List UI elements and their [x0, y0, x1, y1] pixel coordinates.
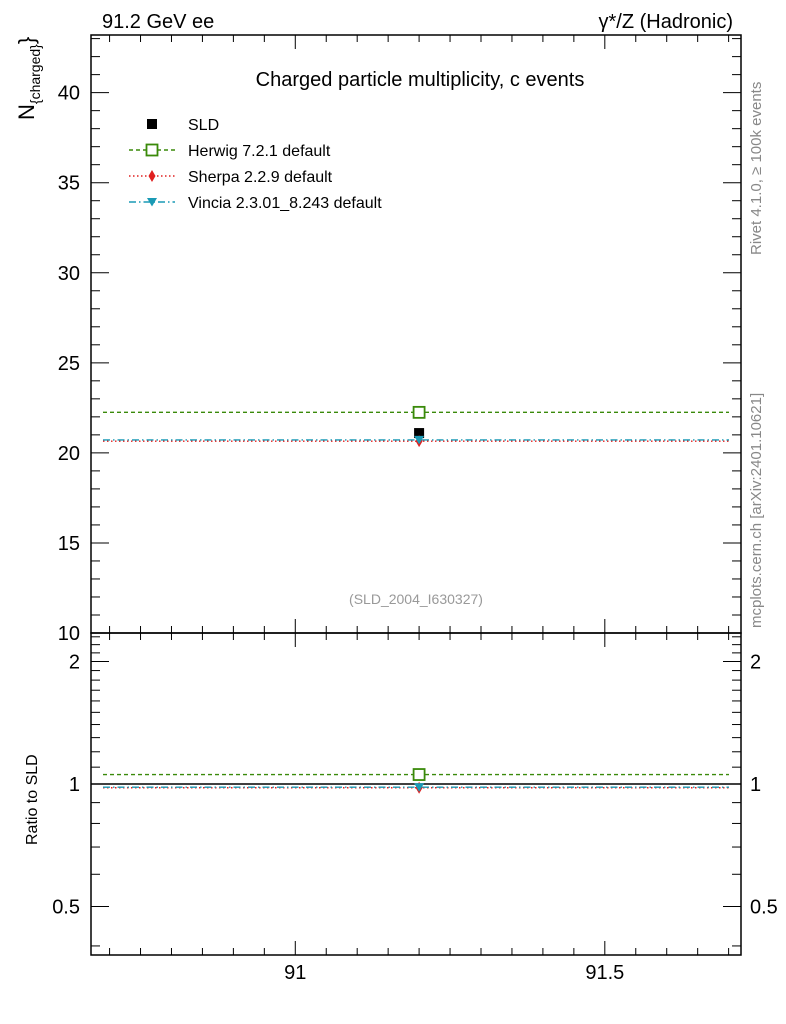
x-tick-label: 91.5: [585, 962, 624, 984]
mcplots-label: mcplots.cern.ch [arXiv:2401.10621]: [748, 393, 765, 628]
y-tick-label: 40: [58, 83, 80, 105]
y-label-main: N: [14, 104, 39, 120]
ratio-x-ticks: 91 91.5: [109, 633, 730, 984]
y-tick-label: 15: [58, 533, 80, 555]
ratio-series: [91, 768, 741, 794]
y-tick-label: 2: [750, 652, 761, 674]
main-series: [103, 405, 729, 448]
main-panel: 10 15 20 25 30 35 40 Charged particle multipli…: [14, 34, 742, 645]
ratio-y-label: Ratio to SLD: [24, 754, 41, 845]
y-tick-label: 20: [58, 443, 80, 465]
ratio-y-ticks: 0.5 0.5 1 1 2 2: [52, 636, 778, 947]
main-x-ticks: [109, 35, 730, 633]
y-tick-label: 1: [69, 774, 80, 796]
y-tick-label: 1: [750, 774, 761, 796]
watermark: (SLD_2004_I630327): [349, 591, 483, 607]
data-point: [414, 428, 425, 439]
legend-marker: [145, 143, 159, 157]
y-label-suffix: }: [14, 37, 39, 44]
svg-text:N{charged}}: N{charged}}: [14, 37, 43, 120]
ratio-point: [412, 768, 426, 781]
main-y-label: N{charged}}: [14, 37, 43, 120]
legend-marker: [147, 119, 157, 129]
y-tick-label: 0.5: [52, 896, 80, 918]
x-tick-label: 91: [284, 962, 306, 984]
rivet-label: Rivet 4.1.0, ≥ 100k events: [748, 82, 765, 255]
y-tick-label: 2: [69, 652, 80, 674]
main-title: Charged particle multiplicity, c events: [256, 69, 585, 91]
data-point: [412, 405, 426, 419]
y-tick-label: 30: [58, 263, 80, 285]
ratio-point: [414, 783, 425, 792]
legend-label: Vincia 2.3.01_8.243 default: [188, 195, 382, 212]
legend-label: Sherpa 2.2.9 default: [188, 169, 333, 186]
y-tick-label: 0.5: [750, 896, 778, 918]
legend-marker: [147, 198, 157, 207]
y-tick-label: 25: [58, 353, 80, 375]
legend-label: Herwig 7.2.1 default: [188, 143, 331, 160]
header-left: 91.2 GeV ee: [102, 11, 214, 33]
ratio-panel: 0.5 0.5 1 1 2 2 91 91.5 Ratio to SLD: [24, 632, 778, 984]
ratio-frame: [90, 632, 742, 956]
legend-marker: [148, 170, 156, 182]
y-tick-label: 35: [58, 173, 80, 195]
legend: SLD Herwig 7.2.1 default Sherpa 2.2.9 defa…: [129, 117, 382, 212]
header-right: γ*/Z (Hadronic): [599, 11, 733, 33]
y-tick-label: 10: [58, 623, 80, 645]
legend-label: SLD: [188, 117, 219, 134]
data-point: [414, 435, 425, 445]
main-y-ticks: 10 15 20 25 30 35 40: [58, 38, 741, 645]
y-label-sub: {charged}: [27, 44, 43, 104]
